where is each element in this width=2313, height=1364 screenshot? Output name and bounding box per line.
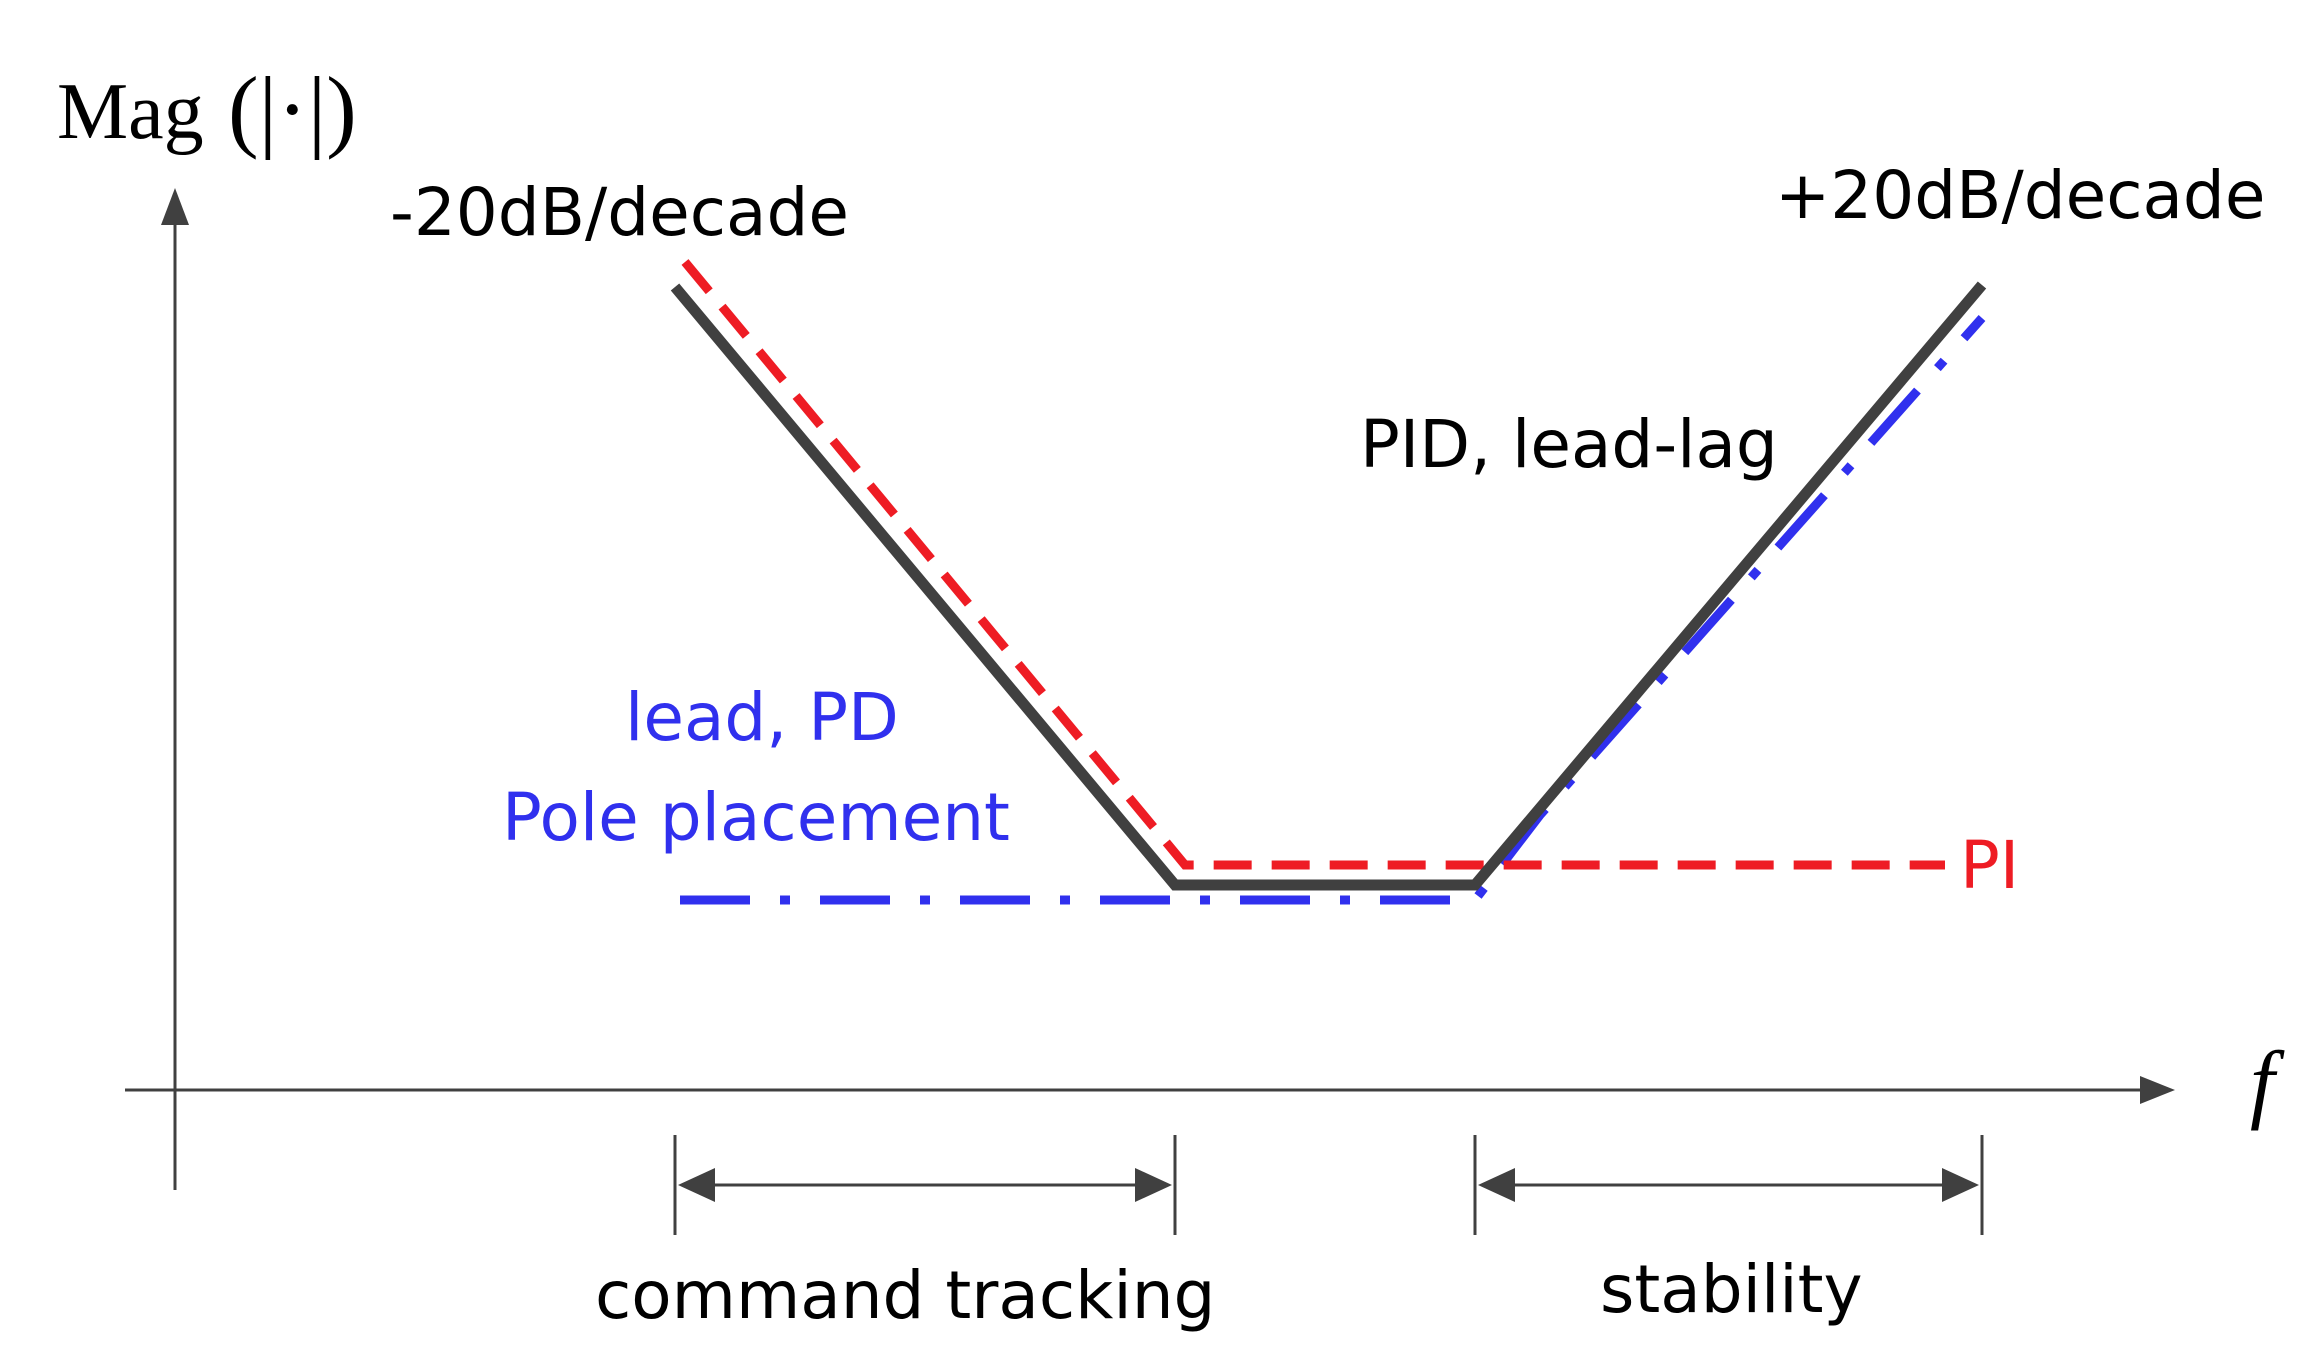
lead-pd-label: lead, PD — [625, 679, 899, 756]
y-axis-label-symbol: (|·|) — [228, 58, 357, 160]
pole-placement-label: Pole placement — [502, 779, 1010, 856]
x-axis-arrow — [2140, 1076, 2175, 1104]
pid-curve — [670, 281, 1987, 891]
y-axis-label: Mag — [57, 68, 204, 156]
stability-arrowhead-right — [1942, 1168, 1979, 1202]
command-tracking-label: command tracking — [595, 1257, 1215, 1334]
slope-right-label: +20dB/decade — [1775, 157, 2265, 234]
command-tracking-arrowhead-right — [1135, 1168, 1172, 1202]
stability-label: stability — [1600, 1251, 1863, 1328]
x-axis-label: f — [2250, 1035, 2285, 1132]
pd-curve — [680, 315, 1986, 905]
pi-curve — [681, 259, 1945, 870]
y-axis-arrow — [161, 188, 189, 225]
slope-left-label: -20dB/decade — [390, 174, 849, 251]
pid-label: PID, lead-lag — [1360, 406, 1778, 483]
stability-arrowhead-left — [1478, 1168, 1515, 1202]
command-tracking-arrowhead-left — [678, 1168, 715, 1202]
pi-label: PI — [1960, 827, 2019, 904]
